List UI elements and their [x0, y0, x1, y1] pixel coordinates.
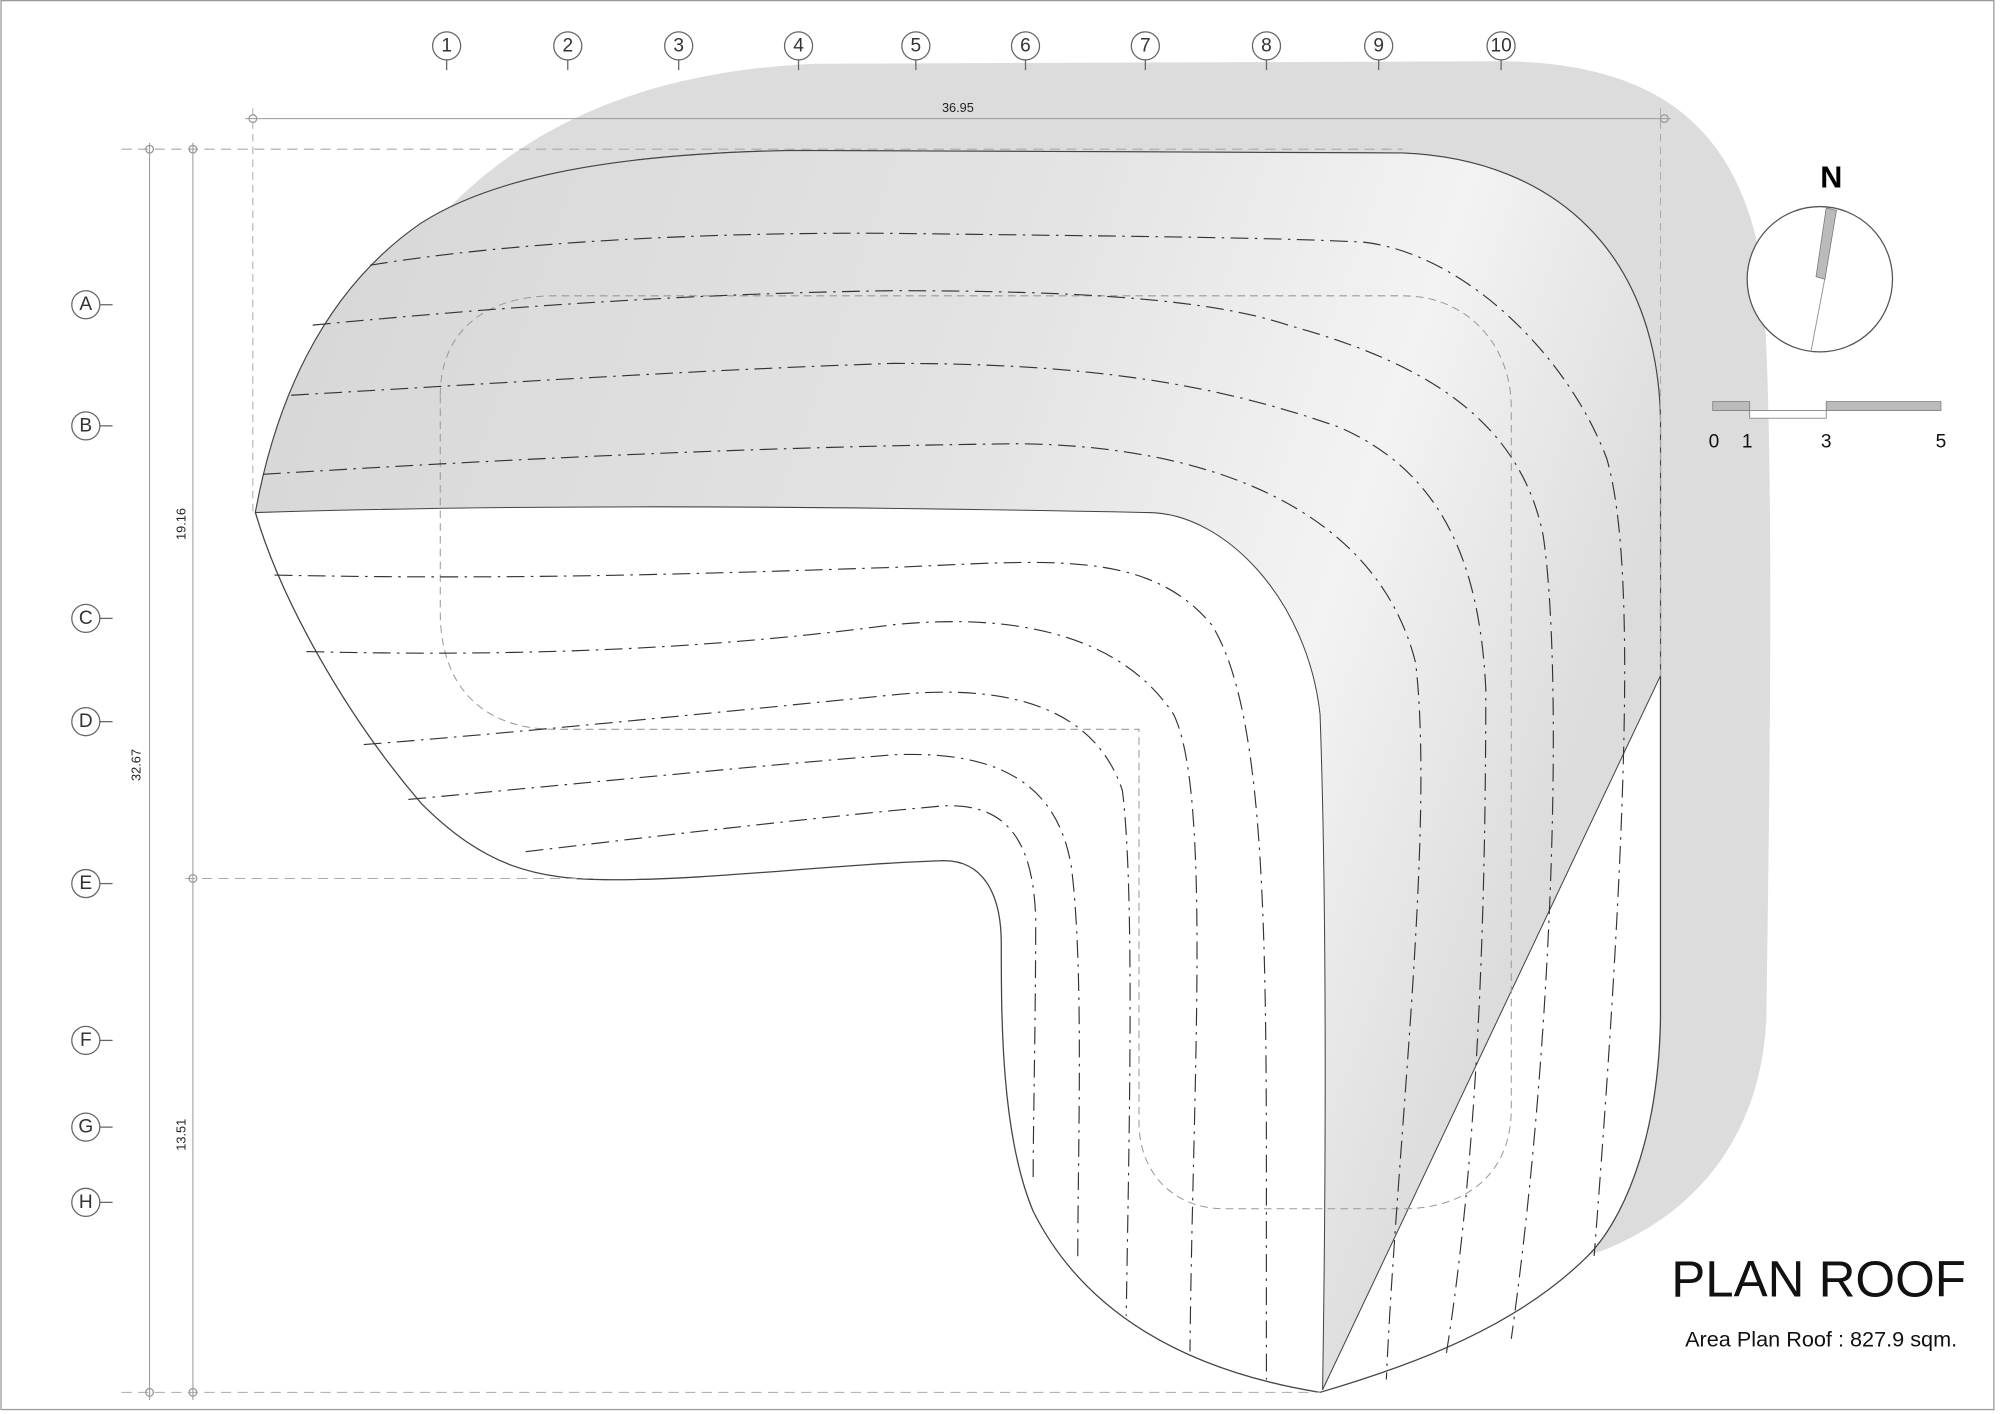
- grid-column-8: 8: [1251, 31, 1282, 71]
- grid-column-9: 9: [1364, 31, 1394, 71]
- scale-label-1: 1: [1742, 432, 1753, 453]
- svg-text:G: G: [78, 1117, 93, 1138]
- svg-text:4: 4: [793, 35, 804, 56]
- svg-text:1: 1: [441, 35, 452, 56]
- grid-row-b: B: [71, 411, 113, 441]
- slope-contours: [263, 232, 1626, 1380]
- dimension-label-lower: 13.51: [173, 1119, 188, 1151]
- grid-column-6: 6: [1010, 31, 1041, 71]
- grid-row-d: D: [71, 707, 113, 737]
- grid-row-e: E: [71, 868, 113, 899]
- dimension-overall-width: 36.95: [245, 100, 1671, 676]
- svg-text:H: H: [79, 1192, 93, 1213]
- scale-bar: 0 1 3 5: [1709, 401, 1947, 453]
- grid-column-1: 1: [431, 31, 462, 71]
- north-arrow-icon: N: [1746, 160, 1894, 353]
- grid-columns: 1 2 3 4 5 6 7 8 9 10: [431, 31, 1516, 71]
- svg-text:10: 10: [1490, 35, 1511, 56]
- svg-text:8: 8: [1261, 35, 1272, 56]
- grid-row-g: G: [71, 1112, 113, 1142]
- grid-column-4: 4: [783, 31, 814, 71]
- grid-column-3: 3: [664, 31, 694, 71]
- dimension-label-width: 36.95: [942, 100, 974, 115]
- drawing-title: PLAN ROOF: [1671, 1251, 1966, 1308]
- grid-column-5: 5: [901, 31, 931, 71]
- svg-text:2: 2: [562, 35, 573, 56]
- svg-text:D: D: [79, 711, 93, 732]
- svg-text:B: B: [79, 415, 92, 436]
- svg-text:A: A: [79, 294, 92, 315]
- dimension-label-upper: 19.16: [173, 508, 188, 540]
- scale-label-0: 0: [1709, 432, 1720, 453]
- svg-text:6: 6: [1020, 35, 1031, 56]
- svg-text:C: C: [79, 608, 93, 629]
- svg-text:E: E: [79, 873, 92, 894]
- grid-row-a: A: [71, 290, 113, 320]
- svg-text:F: F: [80, 1030, 92, 1051]
- north-label: N: [1820, 160, 1842, 194]
- grid-column-2: 2: [553, 31, 583, 71]
- grid-column-7: 7: [1130, 31, 1161, 71]
- area-text: Area Plan Roof : 827.9 sqm.: [1685, 1326, 1957, 1351]
- grid-row-f: F: [71, 1025, 113, 1056]
- grid-rows: A B C D E F G H: [71, 290, 113, 1218]
- scale-label-5: 5: [1936, 432, 1947, 453]
- svg-text:9: 9: [1373, 35, 1384, 56]
- dimension-vertical: 32.67 19.16 13.51: [121, 142, 1403, 1400]
- grid-row-c: C: [71, 603, 113, 634]
- svg-text:3: 3: [673, 35, 684, 56]
- dimension-label-depth: 32.67: [129, 749, 144, 781]
- grid-row-h: H: [71, 1187, 113, 1218]
- grid-column-10: 10: [1486, 31, 1516, 71]
- svg-text:5: 5: [911, 35, 922, 56]
- svg-text:7: 7: [1140, 35, 1151, 56]
- scale-label-3: 3: [1821, 432, 1832, 453]
- roof-slope-shaded: [254, 149, 1661, 1390]
